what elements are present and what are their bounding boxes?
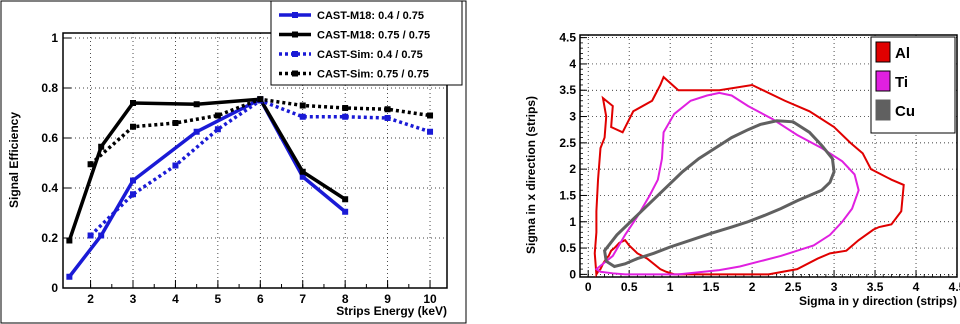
right-y-tick-label: 3.5 [559, 83, 576, 97]
series-0-point [193, 128, 200, 135]
right-x-tick-label: 1.5 [703, 280, 720, 294]
left-x-tick-label: 2 [87, 292, 94, 306]
series-3-point [214, 112, 221, 119]
left-x-tick-label: 8 [342, 292, 349, 306]
series-2-point [214, 126, 221, 133]
legend-label-2: CAST-Sim: 0.4 / 0.75 [317, 49, 423, 61]
right-x-tick-label: 2 [749, 280, 756, 294]
left-y-tick-label: 0.8 [41, 81, 58, 95]
legend-marker-3 [292, 70, 298, 77]
right-x-tick-label: 3 [831, 280, 838, 294]
right-y-tick-label: 2 [569, 162, 576, 176]
left-x-tick-label: 4 [172, 292, 179, 306]
left-y-tick-label: 0.4 [41, 181, 58, 195]
series-3-point [130, 123, 137, 130]
series-1-point [66, 237, 73, 244]
right-y-tick-label: 3 [569, 110, 576, 124]
series-1-point [98, 143, 105, 150]
right-x-tick-label: 4.5 [949, 280, 960, 294]
series-2-point [342, 113, 349, 120]
right-y-tick-label: 4 [569, 57, 576, 71]
series-3-point [427, 112, 434, 119]
left-y-axis-label: Signal Efficiency [7, 112, 21, 208]
left-x-tick-label: 3 [130, 292, 137, 306]
right-y-tick-label: 0.5 [559, 241, 576, 255]
legend-marker-2 [292, 51, 298, 57]
left-y-tick-label: 1 [51, 31, 58, 45]
sigma-contour-chart: 0 0.5 1 1.5 2 2.5 3 3.5 4 4.5 0 0.5 1 1.5 2 2.5 3 3.5 4 4.5… [524, 31, 960, 308]
series-2-point [172, 162, 179, 169]
series-3-point [172, 120, 179, 126]
legend-label-1: CAST-M18: 0.75 / 0.75 [317, 30, 430, 42]
right-y-tick-label: 1.5 [559, 188, 576, 202]
contour-cu [603, 119, 836, 269]
contour-ti [594, 91, 860, 276]
left-x-tick-label: 5 [215, 292, 222, 306]
right-x-tick-label: 0.5 [621, 280, 638, 294]
legend-label-al: Al [895, 45, 910, 62]
series-2-point [299, 113, 306, 120]
legend-marker-0 [292, 12, 298, 18]
left-legend: CAST-M18: 0.4 / 0.75 CAST-M18: 0.75 / 0.7… [270, 0, 463, 86]
left-series-group [66, 96, 434, 280]
right-legend: Al Ti Cu [870, 36, 956, 134]
legend-marker-1 [292, 31, 298, 38]
series-1-point [193, 101, 200, 108]
right-x-axis-label: Sigma in y direction (strips) [799, 294, 957, 308]
right-y-tick-label: 0 [569, 267, 576, 281]
left-axis-ticks: 2 3 4 5 6 7 8 9 10 0 0.2 0.4 0.6 0.8 1 [41, 31, 437, 306]
right-x-tick-label: 0 [585, 280, 592, 294]
legend-swatch-cu [875, 99, 891, 121]
right-y-tick-label: 2.5 [559, 136, 576, 150]
series-3-point [384, 106, 391, 113]
series-2-point [87, 232, 94, 239]
series-3-point [342, 105, 349, 111]
right-y-tick-label: 4.5 [559, 31, 576, 45]
right-y-axis-label: Sigma in x direction (strips) [524, 96, 538, 254]
efficiency-chart: 2 3 4 5 6 7 8 9 10 0 0.2 0.4 0.6 0.8 1 Strips Energy (… [0, 0, 467, 324]
legend-label-3: CAST-Sim: 0.75 / 0.75 [317, 69, 429, 81]
series-2-point [384, 115, 391, 121]
series-2-point [427, 128, 434, 135]
left-x-tick-label: 6 [257, 292, 264, 306]
right-legend-items: Al Ti Cu [875, 41, 915, 121]
series-3-point [257, 96, 264, 103]
contour-al [593, 75, 905, 278]
right-contour-group [593, 75, 905, 278]
series-0-point [66, 273, 73, 280]
series-2-point [130, 191, 137, 198]
series-0-point [342, 208, 349, 215]
left-y-tick-label: 0.2 [41, 231, 58, 245]
series-3-point [87, 161, 94, 168]
series-1-point [299, 168, 306, 175]
left-legend-items: CAST-M18: 0.4 / 0.75 CAST-M18: 0.75 / 0.7… [279, 10, 430, 81]
left-x-tick-label: 9 [384, 292, 391, 306]
left-x-axis-label: Strips Energy (keV) [336, 304, 447, 318]
right-x-tick-label: 1 [667, 280, 674, 294]
right-x-tick-label: 2.5 [785, 280, 802, 294]
left-x-tick-label: 10 [423, 292, 437, 306]
left-y-tick-label: 0 [51, 281, 58, 295]
legend-label-cu: Cu [895, 103, 915, 120]
right-x-tick-label: 3.5 [867, 280, 884, 294]
left-y-tick-label: 0.6 [41, 131, 58, 145]
series-1-point [130, 100, 137, 106]
left-x-tick-label: 7 [299, 292, 306, 306]
series-1-point [342, 196, 349, 203]
right-x-tick-label: 4 [913, 280, 920, 294]
legend-label-ti: Ti [895, 74, 908, 91]
series-0-point [299, 173, 306, 180]
legend-label-0: CAST-M18: 0.4 / 0.75 [317, 10, 424, 22]
series-0-point [130, 177, 137, 184]
series-3-point [299, 102, 306, 109]
right-y-tick-label: 1 [569, 215, 576, 229]
legend-swatch-ti [875, 70, 891, 92]
series-0-point [98, 232, 105, 239]
legend-swatch-al [875, 41, 891, 63]
